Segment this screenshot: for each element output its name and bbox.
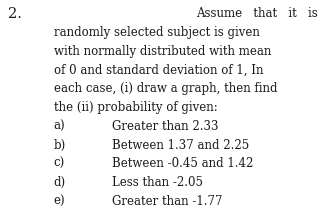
Text: Assume   that   it   is: Assume that it is xyxy=(196,7,318,20)
Text: Between 1.37 and 2.25: Between 1.37 and 2.25 xyxy=(112,139,250,152)
Text: d): d) xyxy=(54,176,66,189)
Text: Less than -2.05: Less than -2.05 xyxy=(112,176,203,189)
Text: e): e) xyxy=(54,195,66,208)
Text: c): c) xyxy=(54,157,65,170)
Text: Greater than -1.77: Greater than -1.77 xyxy=(112,195,223,208)
Text: the (ii) probability of given:: the (ii) probability of given: xyxy=(54,101,217,114)
Text: b): b) xyxy=(54,139,66,152)
Text: a): a) xyxy=(54,120,66,133)
Text: each case, (i) draw a graph, then find: each case, (i) draw a graph, then find xyxy=(54,82,277,95)
Text: randomly selected subject is given: randomly selected subject is given xyxy=(54,26,260,39)
Text: 2.: 2. xyxy=(8,7,22,22)
Text: Between -0.45 and 1.42: Between -0.45 and 1.42 xyxy=(112,157,254,170)
Text: with normally distributed with mean: with normally distributed with mean xyxy=(54,45,271,58)
Text: Greater than 2.33: Greater than 2.33 xyxy=(112,120,219,133)
Text: of 0 and standard deviation of 1, In: of 0 and standard deviation of 1, In xyxy=(54,64,263,77)
